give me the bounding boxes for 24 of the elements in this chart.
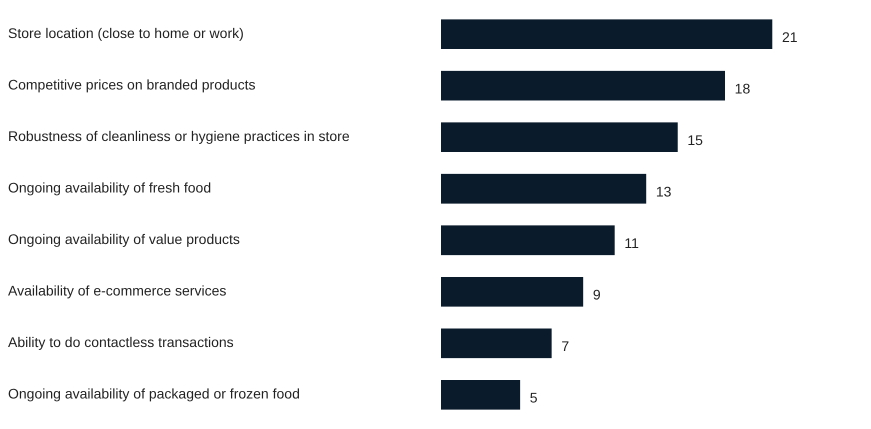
y-tick-label: Ability to do contactless transactions xyxy=(8,334,234,350)
data-label: 5 xyxy=(530,390,538,406)
bar xyxy=(441,380,520,410)
y-tick-label: Store location (close to home or work) xyxy=(8,25,244,42)
bar xyxy=(441,276,584,307)
bar xyxy=(441,174,646,204)
bar xyxy=(441,328,552,358)
data-label: 13 xyxy=(656,184,672,200)
bar xyxy=(441,19,772,49)
y-tick-label: Robustness of cleanliness or hygiene practices in store xyxy=(8,128,350,144)
y-tick-label: Ongoing availability of fresh food xyxy=(8,180,212,196)
data-label: 15 xyxy=(687,132,704,148)
bar xyxy=(441,225,615,256)
y-tick-label: Ongoing availability of value products xyxy=(8,231,240,248)
data-label: 7 xyxy=(561,338,570,354)
y-tick-label: Availability of e-commerce services xyxy=(8,282,226,299)
y-tick-label: Ongoing availability of packaged or frozen food xyxy=(8,386,300,402)
data-label: 18 xyxy=(734,80,750,97)
data-label: 21 xyxy=(782,29,798,46)
data-label: 11 xyxy=(624,235,640,252)
data-label: 9 xyxy=(592,286,601,303)
bar xyxy=(441,70,726,101)
bar xyxy=(441,122,678,152)
y-tick-label: Competitive prices on branded products xyxy=(8,76,256,93)
